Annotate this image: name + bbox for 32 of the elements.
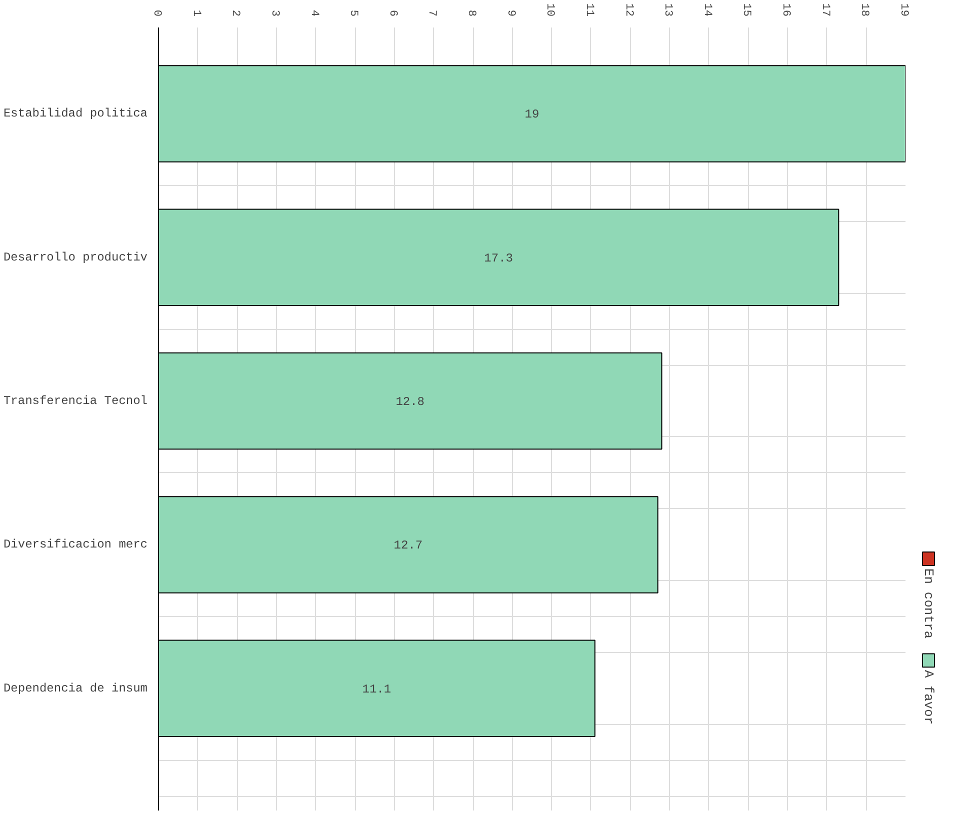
data-label: 11.1 [362,682,392,696]
data-label: 17.3 [484,251,513,266]
data-label: 19 [524,108,540,122]
x-tick-label: 6 [386,10,398,17]
data-label: 12.7 [394,538,423,553]
x-tick-label: 19 [898,3,910,16]
x-tick-label: 0 [150,10,162,17]
x-tick-label: 1 [190,10,202,17]
x-tick-label: 11 [582,3,595,17]
legend-label: A favor [921,670,936,725]
y-tick-label: Estabilidad politica [3,106,148,121]
x-tick-label: 12 [622,3,634,16]
x-tick-label: 7 [426,10,438,17]
x-tick-label: 4 [308,10,320,17]
x-tick-label: 5 [347,10,360,17]
x-tick-label: 14 [700,3,713,17]
x-tick-label: 9 [504,10,516,17]
legend-label: En contra [921,568,936,639]
y-tick-label: Transferencia Tecnol [3,394,148,408]
x-tick-label: 16 [780,3,792,16]
x-tick-label: 2 [229,10,242,17]
x-tick-label: 18 [858,3,870,16]
x-tick-label: 10 [544,3,556,16]
x-tick-label: 3 [268,10,280,17]
data-label: 12.8 [396,395,425,410]
x-tick-label: 8 [465,10,478,17]
x-tick-label: 13 [662,3,674,16]
y-tick-label: Diversificacion merc [3,538,148,552]
x-tick-label: 15 [740,3,752,16]
y-tick-label: Dependencia de insum [3,681,148,696]
y-tick-label: Desarrollo productiv [3,250,148,264]
x-tick-label: 17 [818,3,831,16]
